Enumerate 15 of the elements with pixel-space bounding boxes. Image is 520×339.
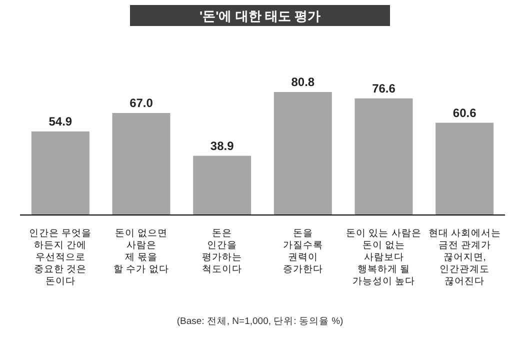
data-label: 60.6 [452,106,477,120]
x-tick-label: 돈이 있는 사람은 돈이 없는 사람보다 행복하게 될 가능성이 높다 [346,228,422,287]
data-label: 80.8 [291,75,315,89]
data-label: 76.6 [372,81,396,96]
x-tick-label: 돈을 가질수록 권력이 증가한다 [282,228,323,275]
data-label: 67.0 [130,96,154,110]
x-tick-label: 현대 사회에서는 금전 관계가 끊어지면, 인간관계도 끊어진다 [428,228,501,287]
x-tick-label: 돈은 인간을 평가하는 척도이다 [202,228,242,275]
x-tick-label: 돈이 없으면 사람은 제 몫을 할 수가 없다 [114,228,169,275]
chart-title: '돈'에 대한 태도 평가 [199,8,321,24]
data-label: 38.9 [210,138,234,153]
title: '돈'에 대한 태도 평가 [130,5,390,26]
x-tick-label: 인간은 무엇을 하든지 간에 우선적으로 중요한 것은 돈이다 [29,228,92,287]
data-label: 54.9 [48,114,72,128]
text: (Base: 전체, N=1,000, 단위: 동의율 %) [176,316,344,327]
